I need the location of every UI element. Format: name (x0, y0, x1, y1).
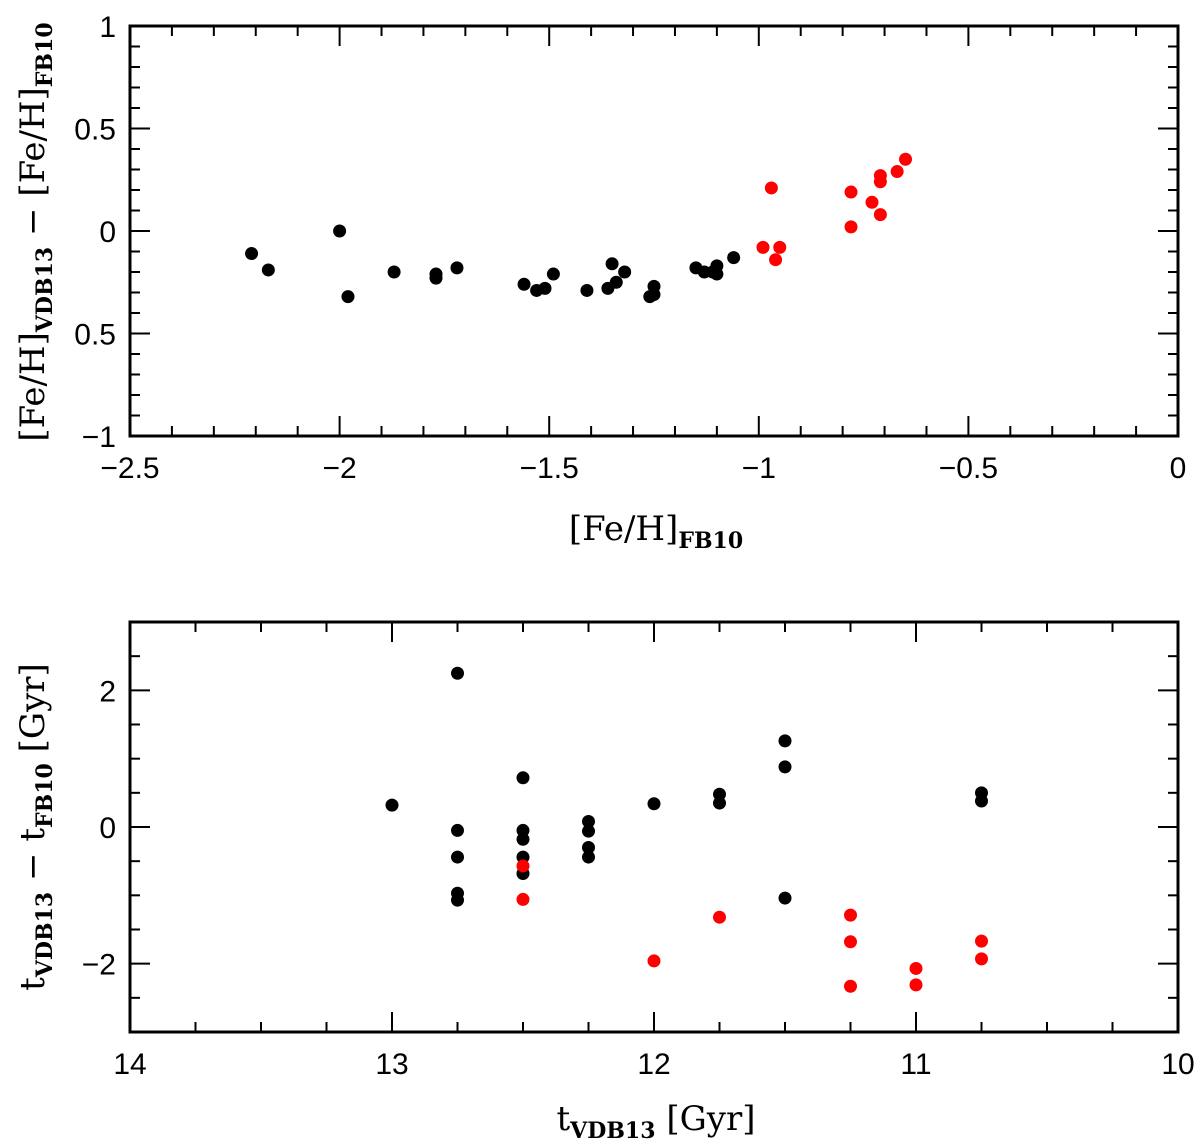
black-data-point (778, 891, 792, 905)
red-data-point (873, 175, 887, 189)
black-data-point (605, 257, 619, 271)
black-data-point (727, 251, 741, 265)
black-data-point (647, 288, 661, 302)
black-data-point (451, 666, 464, 680)
black-data-point (582, 824, 595, 838)
black-data-point (451, 893, 464, 907)
black-data-point (710, 267, 724, 281)
y-axis-title: tVDB13 − tFB10 [Gyr] (13, 663, 58, 991)
x-tick-label: −0.5 (939, 452, 998, 485)
black-data-point (713, 796, 726, 810)
y-tick-label: −1 (82, 421, 116, 454)
red-data-point (516, 859, 530, 873)
red-data-point (873, 208, 887, 222)
black-data-point (580, 283, 594, 297)
black-data-point (333, 224, 347, 238)
black-data-point (341, 290, 355, 304)
black-data-point (609, 275, 623, 289)
x-tick-label: 11 (900, 1048, 931, 1081)
y-axis-title: [Fe/H]VDB13 − [Fe/H]FB10 (13, 22, 58, 441)
plot-frame (128, 24, 1180, 438)
y-tick-label: −2 (82, 949, 116, 982)
black-data-point (778, 734, 792, 748)
red-data-point (844, 979, 857, 993)
black-data-point (429, 271, 443, 285)
black-data-point (713, 787, 726, 801)
red-data-point (890, 165, 904, 179)
red-data-point (844, 908, 857, 922)
black-data-point (647, 797, 661, 811)
x-tick-label: −1.5 (520, 452, 579, 485)
data-points (245, 152, 913, 304)
y-tick-label: 0.5 (74, 319, 116, 352)
red-data-point (773, 240, 787, 254)
x-tick-label: 12 (637, 1048, 670, 1081)
black-data-point (387, 265, 401, 279)
data-points (385, 666, 988, 993)
plot-frame (128, 620, 1180, 1034)
red-data-point (865, 195, 879, 209)
axis-ticks (129, 621, 1179, 1033)
x-axis-title: tVDB13 [Gyr] (557, 1099, 756, 1142)
black-data-point (385, 798, 399, 812)
metallicity-panel: −2.5 −2 −1.5 −1 −0.5 0 10.500.5−1 [Fe/H]FB10 … (13, 11, 1186, 554)
black-data-point (975, 794, 988, 808)
y-tick-label: 1 (99, 11, 116, 44)
x-tick-label: 14 (113, 1048, 146, 1081)
x-tick-label: 13 (375, 1048, 408, 1081)
black-data-point (582, 815, 595, 829)
red-data-point (516, 892, 530, 906)
red-data-point (764, 181, 778, 195)
age-panel: 14 13 12 11 10 2 0 −2 tVDB13 [Gyr] tVDB13 − tF… (13, 620, 1195, 1142)
red-data-point (647, 954, 661, 968)
red-data-point (713, 910, 726, 924)
red-data-point (975, 934, 988, 948)
black-data-point (451, 850, 464, 864)
axis-ticks (129, 25, 1179, 437)
red-data-point (975, 952, 988, 966)
red-data-point (844, 185, 858, 199)
black-data-point (516, 771, 530, 785)
black-data-point (516, 850, 530, 864)
black-data-point (450, 261, 464, 275)
x-tick-label: 0 (1170, 452, 1187, 485)
black-data-point (451, 823, 464, 837)
red-data-point (909, 978, 923, 992)
black-data-point (538, 281, 552, 295)
x-axis-title: [Fe/H]FB10 (569, 509, 743, 554)
y-tick-label: 2 (99, 675, 116, 708)
red-data-point (909, 961, 923, 975)
x-tick-labels: 14 13 12 11 10 (113, 1048, 1194, 1081)
red-data-point (899, 152, 913, 166)
black-data-point (778, 760, 792, 774)
black-data-point (245, 247, 259, 261)
black-data-point (516, 823, 530, 837)
black-data-point (517, 277, 531, 291)
black-data-point (618, 265, 632, 279)
red-data-point (844, 220, 858, 234)
x-tick-label: −1 (742, 452, 776, 485)
x-tick-label: −2.5 (100, 452, 159, 485)
black-data-point (546, 267, 560, 281)
y-tick-labels: 2 0 −2 (82, 675, 116, 981)
red-data-point (844, 935, 857, 949)
y-tick-labels: 1 0.5 0 0.5 −1 (74, 11, 116, 454)
black-data-point (582, 850, 595, 864)
black-data-point (516, 832, 530, 846)
black-data-point (261, 263, 275, 277)
y-tick-label: 0 (99, 216, 116, 249)
red-data-point (756, 240, 770, 254)
x-tick-labels: −2.5 −2 −1.5 −1 −0.5 0 (100, 452, 1186, 485)
black-data-point (582, 841, 595, 854)
y-tick-label: 0 (99, 812, 116, 845)
x-tick-label: 10 (1161, 1048, 1194, 1081)
y-tick-label: 0.5 (74, 114, 116, 147)
x-tick-label: −2 (322, 452, 356, 485)
red-data-point (769, 253, 783, 267)
